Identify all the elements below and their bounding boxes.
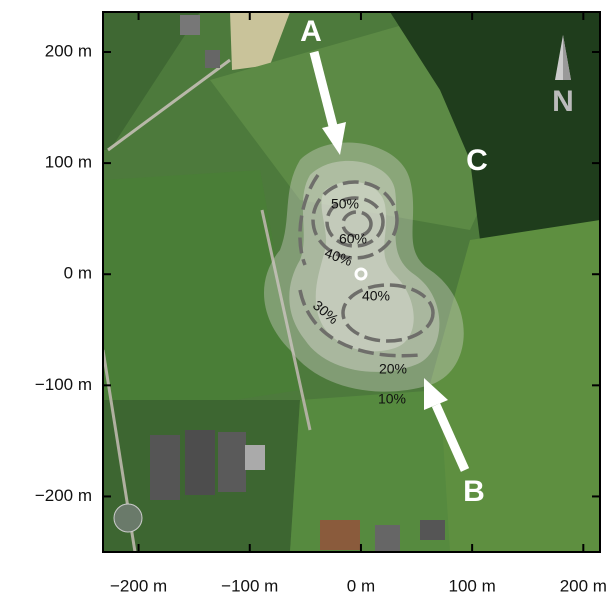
contour-label: 20% — [379, 361, 407, 377]
y-tick-label: −100 m — [35, 375, 92, 394]
x-tick-label: −100 m — [221, 576, 278, 595]
y-tick-label: 0 m — [64, 264, 92, 283]
contour-label: 10% — [378, 391, 406, 407]
contour-label: 50% — [331, 196, 359, 212]
contour-label: 60% — [339, 231, 367, 247]
y-tick-label: 100 m — [45, 153, 92, 172]
x-tick-label: 200 m — [560, 576, 607, 595]
x-tick-label: 0 m — [347, 576, 375, 595]
label-a: A — [300, 15, 322, 48]
label-c: C — [466, 144, 488, 177]
x-tick-label: −200 m — [110, 576, 167, 595]
y-tick-label: −200 m — [35, 486, 92, 505]
y-tick-label: 200 m — [45, 41, 92, 60]
north-label: N — [552, 85, 574, 118]
label-b: B — [463, 475, 485, 508]
contour-label: 40% — [362, 288, 390, 304]
x-tick-label: 100 m — [449, 576, 496, 595]
map-figure: A B C N 50% 60% 40% 40% 30% 20% 10% −200… — [0, 0, 613, 604]
